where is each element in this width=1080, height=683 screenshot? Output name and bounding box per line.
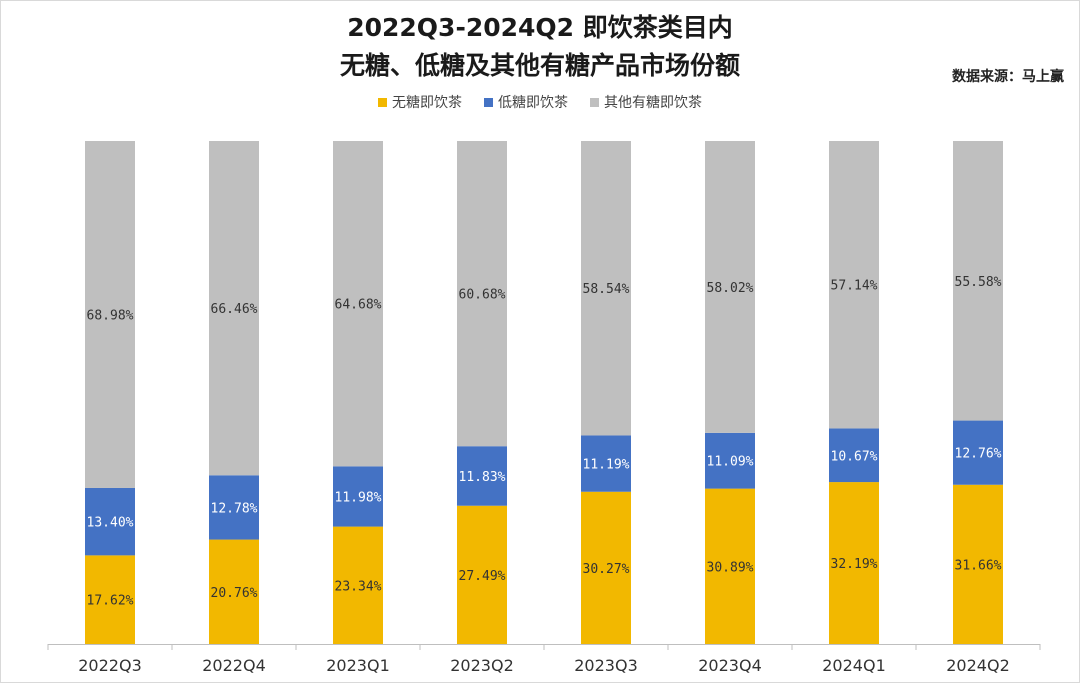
legend-item-low-sugar: 低糖即饮茶 <box>484 92 568 112</box>
bar-segment-2022Q3-1 <box>85 487 135 556</box>
bar-segment-2023Q2-0 <box>457 505 507 644</box>
x-tick-label-2022Q3: 2022Q3 <box>78 656 142 675</box>
data-label-2024Q2-2: 55.58% <box>955 275 1002 290</box>
data-label-2023Q2-1: 11.83% <box>459 470 506 485</box>
data-label-2022Q4-0: 20.76% <box>211 586 258 601</box>
bar-segment-2023Q4-1 <box>705 432 755 489</box>
x-tick-label-2024Q2: 2024Q2 <box>946 656 1010 675</box>
bar-segment-2024Q2-1 <box>953 420 1003 485</box>
x-tick-label-2023Q3: 2023Q3 <box>574 656 638 675</box>
data-label-2024Q1-1: 10.67% <box>831 449 878 464</box>
legend-label-other-sugar: 其他有糖即饮茶 <box>604 95 702 111</box>
legend-swatch-sugar-free <box>378 97 387 107</box>
bar-segment-2023Q1-1 <box>333 466 383 527</box>
data-label-2023Q1-0: 23.34% <box>335 579 382 594</box>
bar-segment-2023Q4-0 <box>705 488 755 644</box>
data-label-2024Q1-2: 57.14% <box>831 279 878 294</box>
data-label-2023Q2-0: 27.49% <box>459 569 506 584</box>
bar-segment-2024Q1-2 <box>829 141 879 429</box>
data-label-2023Q3-2: 58.54% <box>583 282 630 297</box>
data-label-2022Q3-0: 17.62% <box>87 594 134 609</box>
bar-segment-2024Q1-1 <box>829 428 879 483</box>
x-tick-label-2022Q4: 2022Q4 <box>202 656 266 675</box>
bar-segment-2023Q1-2 <box>333 141 383 467</box>
data-label-2023Q3-1: 11.19% <box>583 458 630 473</box>
data-label-2023Q4-2: 58.02% <box>707 281 754 296</box>
x-tick-label-2023Q1: 2023Q1 <box>326 656 390 675</box>
bar-segment-2023Q1-0 <box>333 526 383 644</box>
bar-segment-2022Q4-2 <box>209 141 259 476</box>
legend-label-low-sugar: 低糖即饮茶 <box>498 95 568 111</box>
bar-segment-2023Q3-0 <box>581 491 631 644</box>
bar-segment-2024Q2-0 <box>953 484 1003 644</box>
bar-segment-2023Q2-1 <box>457 446 507 506</box>
data-label-2023Q1-2: 64.68% <box>335 298 382 313</box>
data-label-2023Q1-1: 11.98% <box>335 490 382 505</box>
bar-segment-2024Q2-2 <box>953 141 1003 421</box>
bar-segment-2023Q4-2 <box>705 141 755 433</box>
bar-segment-2022Q3-2 <box>85 141 135 488</box>
x-tick-label-2023Q2: 2023Q2 <box>450 656 514 675</box>
legend-label-sugar-free: 无糖即饮茶 <box>392 95 462 111</box>
data-label-2024Q1-0: 32.19% <box>831 557 878 572</box>
data-label-2023Q3-0: 30.27% <box>583 562 630 577</box>
legend-item-other-sugar: 其他有糖即饮茶 <box>590 92 702 112</box>
data-label-2022Q3-2: 68.98% <box>87 308 134 323</box>
data-label-2022Q4-1: 12.78% <box>211 501 258 516</box>
legend-item-sugar-free: 无糖即饮茶 <box>378 92 462 112</box>
bar-segment-2024Q1-0 <box>829 482 879 644</box>
data-label-2024Q2-1: 12.76% <box>955 447 1002 462</box>
data-label-2023Q4-0: 30.89% <box>707 560 754 575</box>
data-label-2022Q4-2: 66.46% <box>211 302 258 317</box>
data-label-2023Q4-1: 11.09% <box>707 455 754 470</box>
data-source-note: 数据来源：马上赢 <box>952 69 1064 85</box>
bar-segment-2023Q3-2 <box>581 141 631 436</box>
chart-title: 2022Q3-2024Q2 即饮茶类目内 <box>347 13 733 42</box>
data-label-2024Q2-0: 31.66% <box>955 558 1002 573</box>
bar-segment-2022Q4-1 <box>209 475 259 540</box>
legend-swatch-low-sugar <box>484 97 493 107</box>
data-label-2023Q2-2: 60.68% <box>459 288 506 303</box>
bar-segment-2023Q3-1 <box>581 435 631 492</box>
x-tick-label-2023Q4: 2023Q4 <box>698 656 762 675</box>
x-tick-label-2024Q1: 2024Q1 <box>822 656 886 675</box>
bar-segment-2022Q3-0 <box>85 555 135 644</box>
bar-segment-2023Q2-2 <box>457 141 507 447</box>
chart-legend: 无糖即饮茶 低糖即饮茶 其他有糖即饮茶 <box>0 92 1080 112</box>
data-label-2022Q3-1: 13.40% <box>87 516 134 531</box>
chart-subtitle: 无糖、低糖及其他有糖产品市场份额 <box>339 51 740 80</box>
bar-segment-2022Q4-0 <box>209 539 259 644</box>
legend-swatch-other-sugar <box>590 97 599 107</box>
